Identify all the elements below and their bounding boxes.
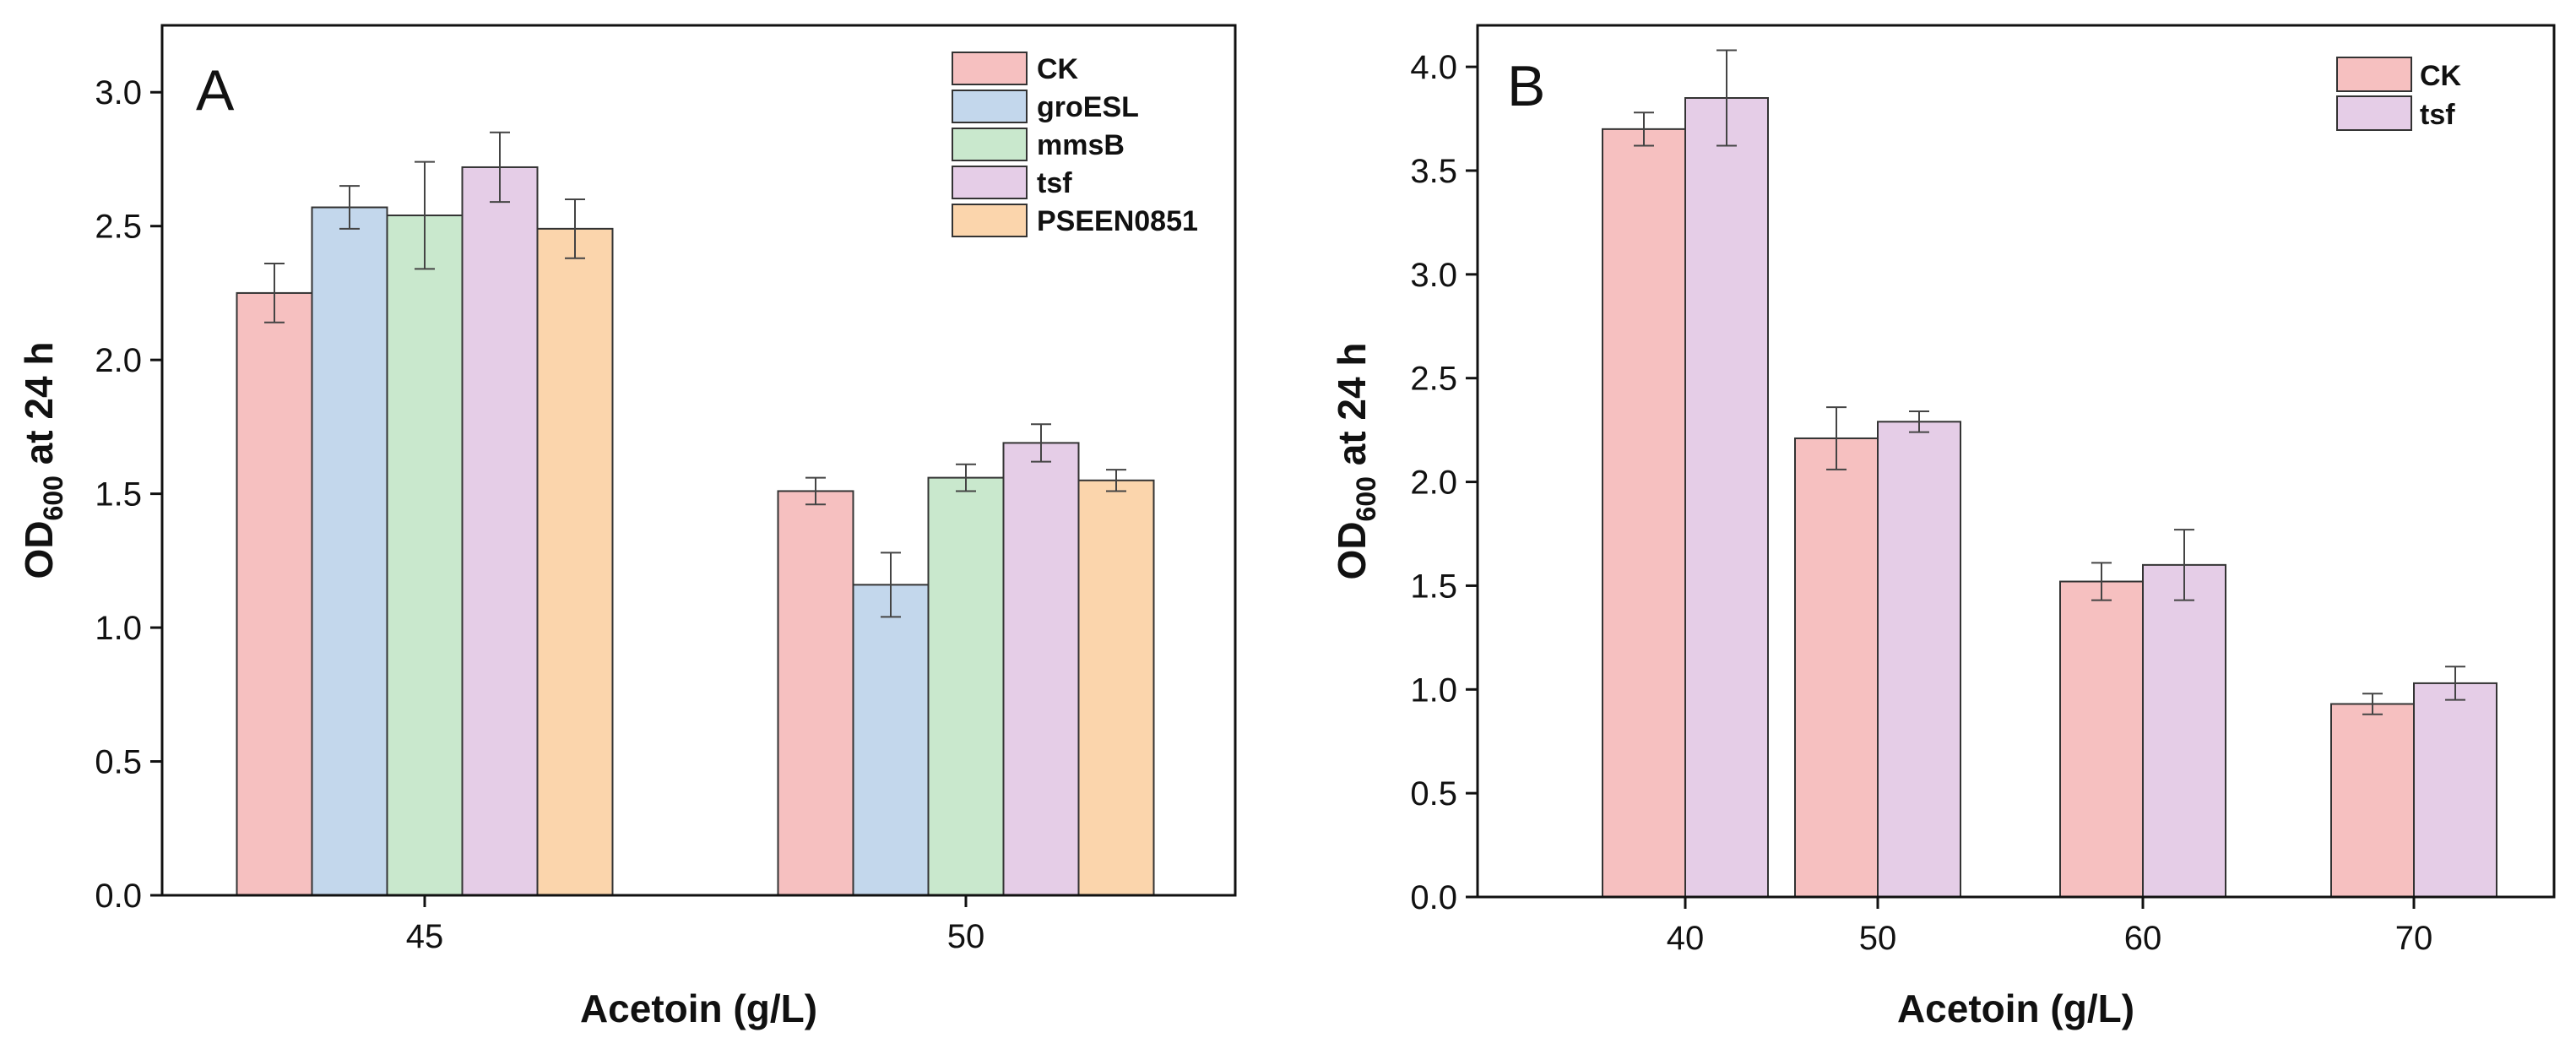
y-tick-label: 0.0 — [95, 878, 142, 915]
legend-swatch-pseen0851 — [952, 204, 1028, 237]
plot-frame — [160, 24, 1237, 897]
y-tick-label: 1.5 — [1410, 568, 1457, 605]
x-axis-title: Acetoin (g/L) — [1897, 986, 2134, 1030]
legend-label-pseen0851: PSEEN0851 — [1037, 205, 1198, 237]
panel-a: 45 50 0.0 0.5 1.0 1.5 2.0 2.5 3.0 A CK groESL mmsB ts… — [17, 24, 1237, 1030]
panel-b: 40 50 60 70 0.0 0.5 1.0 1.5 2.0 2.5 3.0 3.5 4.0 B CK ts… — [1330, 24, 2556, 1030]
legend-swatch-mmsb — [952, 128, 1028, 161]
bar-ck-70 — [2330, 703, 2415, 898]
y-axis-title-main: OD — [1330, 521, 1374, 579]
bar-ck-50 — [1794, 437, 1879, 898]
x-tick-label: 70 — [2395, 920, 2433, 957]
x-tick-label: 60 — [2124, 920, 2162, 957]
y-tick-label: 0.5 — [95, 744, 142, 781]
y-tick-label: 3.0 — [1410, 257, 1457, 294]
y-tick-label: 2.5 — [1410, 361, 1457, 398]
bar-tsf-45 — [461, 166, 539, 896]
y-tick-label: 2.0 — [95, 342, 142, 379]
x-tick-label: 40 — [1667, 920, 1705, 957]
bar-groesl-50 — [852, 584, 930, 896]
x-tick-label: 50 — [1859, 920, 1897, 957]
y-tick-label: 1.0 — [95, 610, 142, 647]
x-tick-label: 50 — [947, 918, 985, 955]
bar-groesl-45 — [311, 206, 388, 896]
y-tick-label: 3.5 — [1410, 153, 1457, 190]
bar-ck-50 — [777, 490, 854, 896]
bar-mmsb-45 — [386, 215, 464, 896]
bar-tsf-60 — [2142, 563, 2226, 898]
y-axis-title-rest: at 24 h — [17, 342, 61, 476]
legend-swatch-ck — [952, 52, 1028, 85]
y-tick-label: 2.0 — [1410, 465, 1457, 502]
legend-label-ck: CK — [2420, 60, 2462, 92]
y-tick-label: 1.0 — [1410, 671, 1457, 709]
bar-tsf-50 — [1877, 421, 1961, 899]
legend-swatch-tsf — [2336, 95, 2412, 131]
bar-ck-60 — [2059, 580, 2144, 898]
y-axis-title-subscript: 600 — [38, 476, 68, 520]
bar-ck-40 — [1602, 128, 1686, 899]
legend-swatch-ck — [2336, 57, 2412, 92]
y-axis-title: OD600 at 24 h — [1330, 343, 1381, 580]
y-tick-label: 4.0 — [1410, 49, 1457, 86]
y-tick-label: 0.5 — [1410, 775, 1457, 813]
y-tick-label: 2.5 — [95, 209, 142, 246]
y-axis-title: OD600 at 24 h — [17, 342, 68, 579]
y-axis-title-main: OD — [17, 520, 61, 579]
y-tick-label: 3.0 — [95, 74, 142, 111]
legend-label-groesl: groESL — [1037, 91, 1139, 123]
y-tick-label: 1.5 — [95, 476, 142, 514]
panel-label: A — [196, 58, 235, 122]
bar-pseen0851-45 — [536, 227, 614, 897]
legend-label-ck: CK — [1037, 53, 1079, 85]
panel-label: B — [1507, 54, 1545, 118]
bar-mmsb-50 — [927, 476, 1005, 896]
bar-tsf-70 — [2413, 682, 2497, 899]
plot-frame — [1476, 24, 2556, 899]
bar-ck-45 — [236, 291, 313, 896]
x-axis-title: Acetoin (g/L) — [580, 986, 817, 1030]
y-tick-label: 0.0 — [1410, 879, 1457, 916]
y-axis-title-rest: at 24 h — [1330, 343, 1374, 477]
legend-swatch-tsf — [952, 166, 1028, 199]
legend-label-tsf: tsf — [2420, 99, 2455, 131]
bar-tsf-50 — [1002, 442, 1080, 896]
legend-label-mmsb: mmsB — [1037, 129, 1125, 161]
legend-swatch-groesl — [952, 90, 1028, 123]
y-axis-title-subscript: 600 — [1351, 476, 1381, 521]
legend-label-tsf: tsf — [1037, 167, 1072, 199]
bar-tsf-40 — [1684, 97, 1769, 898]
x-tick-label: 45 — [406, 918, 444, 955]
bar-pseen0851-50 — [1077, 479, 1155, 896]
